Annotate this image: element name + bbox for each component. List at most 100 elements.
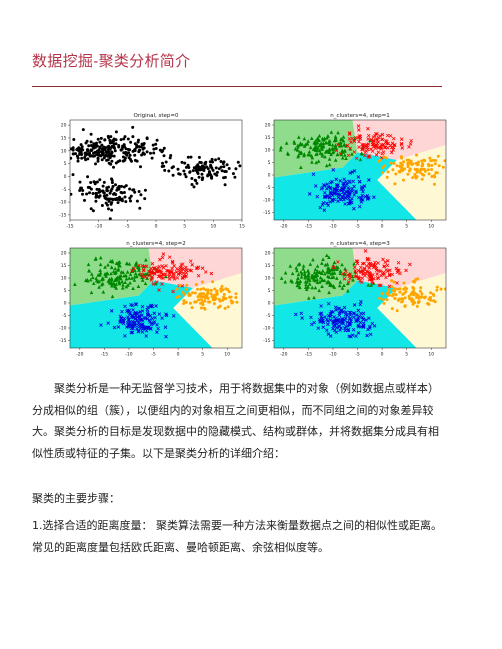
x-tick-label: -5 xyxy=(125,224,130,230)
data-point xyxy=(175,287,179,291)
data-point xyxy=(400,168,404,172)
y-tick-label: 10 xyxy=(265,148,271,154)
data-point xyxy=(167,169,171,173)
data-point xyxy=(361,311,366,316)
data-point xyxy=(352,261,356,266)
data-point xyxy=(131,188,135,192)
data-point xyxy=(305,141,310,146)
data-point xyxy=(395,281,399,285)
data-point xyxy=(359,187,364,191)
data-point xyxy=(348,199,352,204)
data-point xyxy=(91,192,95,195)
x-tick-label: -15 xyxy=(305,224,312,230)
data-point xyxy=(205,294,209,298)
data-point xyxy=(137,321,141,325)
x-tick-label: -20 xyxy=(280,224,287,230)
data-point xyxy=(346,194,350,199)
data-point xyxy=(327,266,331,271)
data-point xyxy=(361,324,366,329)
data-point xyxy=(106,158,110,162)
data-point xyxy=(129,158,132,161)
data-point xyxy=(210,176,214,180)
data-point xyxy=(379,283,383,288)
data-point xyxy=(191,169,195,173)
data-point xyxy=(120,184,123,188)
data-point xyxy=(327,270,332,275)
data-point xyxy=(412,301,416,304)
data-point xyxy=(172,264,176,268)
data-point xyxy=(161,161,164,165)
data-point xyxy=(386,141,390,146)
data-point xyxy=(375,268,379,273)
data-point xyxy=(122,191,126,194)
x-tick-label: -5 xyxy=(355,224,360,230)
data-point xyxy=(330,146,335,151)
data-point xyxy=(106,262,110,267)
data-point xyxy=(91,209,95,213)
data-point xyxy=(408,262,412,267)
data-point xyxy=(375,138,379,143)
data-point xyxy=(206,288,210,292)
data-point xyxy=(145,276,149,280)
data-point xyxy=(217,167,221,171)
data-point xyxy=(152,147,156,151)
data-point xyxy=(98,255,103,260)
data-point xyxy=(383,145,387,150)
data-point xyxy=(318,275,323,280)
data-point xyxy=(110,187,114,191)
data-point xyxy=(367,274,371,279)
data-point xyxy=(149,327,153,331)
paragraph-intro: 聚类分析是一种无监督学习技术，用于将数据集中的对象（例如数据点或样本）分成相似的… xyxy=(32,382,439,460)
data-point xyxy=(155,138,159,142)
data-point xyxy=(315,264,320,268)
data-point xyxy=(342,177,346,182)
data-point xyxy=(235,300,239,304)
data-point xyxy=(147,273,152,277)
data-point xyxy=(105,186,109,190)
chart-title: n_clusters=4, step=1 xyxy=(330,113,389,119)
data-point xyxy=(183,172,187,176)
data-point xyxy=(402,292,406,296)
data-point xyxy=(212,302,216,306)
data-point xyxy=(210,295,214,298)
data-point xyxy=(172,275,176,279)
data-point xyxy=(96,159,100,163)
data-point xyxy=(413,280,416,284)
data-point xyxy=(433,300,437,304)
data-point xyxy=(149,322,154,327)
data-point xyxy=(376,135,381,140)
data-point xyxy=(133,320,137,324)
data-point xyxy=(380,132,385,137)
data-point xyxy=(155,322,159,327)
data-point xyxy=(407,169,411,173)
data-point xyxy=(315,137,319,142)
data-point xyxy=(143,197,147,201)
data-point xyxy=(342,283,346,288)
data-point xyxy=(338,280,343,284)
data-point xyxy=(221,288,225,292)
data-point xyxy=(337,188,342,193)
data-point xyxy=(110,294,115,299)
data-point xyxy=(126,318,131,322)
y-tick-label: 10 xyxy=(265,276,271,282)
data-point xyxy=(95,194,99,198)
data-point xyxy=(245,293,248,296)
data-point xyxy=(339,143,344,148)
data-point xyxy=(422,158,426,162)
data-point xyxy=(152,311,157,316)
data-point xyxy=(344,156,348,161)
data-point xyxy=(343,266,347,271)
data-point xyxy=(119,273,123,278)
data-point xyxy=(209,271,214,276)
data-point xyxy=(385,133,390,138)
data-point xyxy=(98,272,102,277)
x-tick-label: -15 xyxy=(66,224,73,230)
data-point xyxy=(351,179,355,184)
data-point xyxy=(380,137,385,142)
data-point xyxy=(200,266,205,270)
data-point xyxy=(90,148,94,152)
y-tick-label: 20 xyxy=(61,251,67,257)
data-point xyxy=(108,191,112,195)
data-point xyxy=(199,295,203,299)
chart-panel-3: n_clusters=4, step=2 -20 -15 -10 -5 0 5 10 20 15 1… xyxy=(59,241,248,358)
